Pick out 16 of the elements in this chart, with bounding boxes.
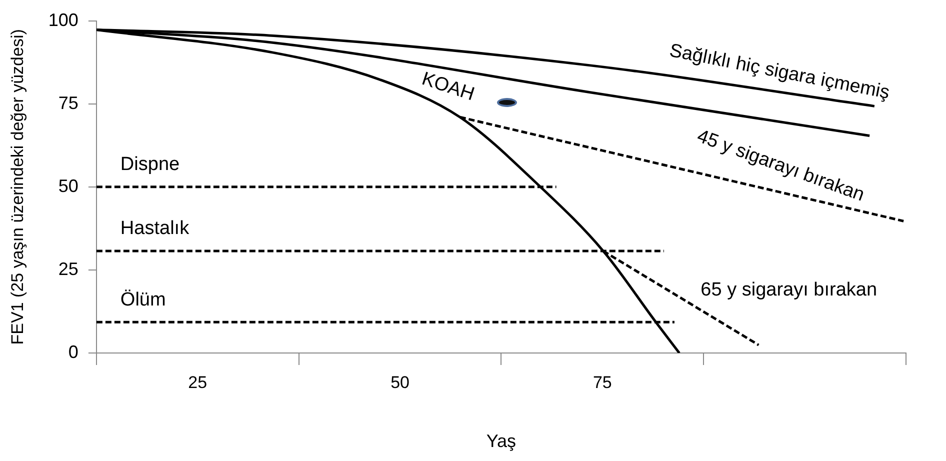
series-label: Ölüm bbox=[120, 289, 166, 310]
y-tick-label: 100 bbox=[48, 10, 78, 30]
y-tick-label: 25 bbox=[58, 258, 78, 279]
y-tick-label: 0 bbox=[68, 342, 78, 362]
y-tick-label: 50 bbox=[58, 176, 78, 196]
x-tick-label: 75 bbox=[592, 372, 612, 392]
series-label: Hastalık bbox=[120, 218, 190, 240]
y-axis-title: FEV1 (25 yaşın üzerindeki değer yüzdesi) bbox=[8, 29, 27, 345]
text: Sağlıklı hiç sigara içmemiş bbox=[668, 40, 892, 104]
series-label: 65 y sigarayı bırakan bbox=[700, 279, 878, 300]
x-tick-label: 25 bbox=[188, 372, 208, 392]
series-label: Dispne bbox=[120, 154, 180, 176]
y-tick-label: 75 bbox=[58, 92, 78, 113]
text: KOAH bbox=[419, 68, 477, 106]
x-tick-label: 50 bbox=[390, 372, 410, 392]
x-axis-title: Yaş bbox=[486, 431, 516, 452]
